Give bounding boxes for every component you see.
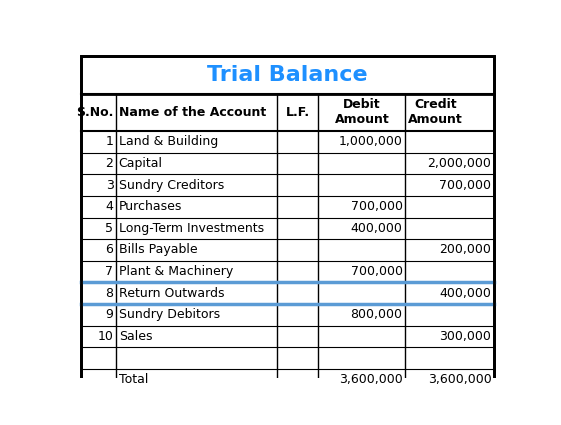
Text: Sales: Sales: [119, 330, 152, 343]
Text: 3: 3: [105, 178, 113, 192]
Text: 9: 9: [105, 308, 113, 321]
Text: Long-Term Investments: Long-Term Investments: [119, 222, 264, 235]
Text: 700,000: 700,000: [439, 178, 491, 192]
Text: 6: 6: [105, 244, 113, 256]
Text: 10: 10: [98, 330, 113, 343]
Text: Plant & Machinery: Plant & Machinery: [119, 265, 233, 278]
Text: 1: 1: [105, 136, 113, 148]
Text: Name of the Account: Name of the Account: [119, 106, 266, 119]
Text: 800,000: 800,000: [351, 308, 403, 321]
Text: 2,000,000: 2,000,000: [427, 157, 491, 170]
Text: 300,000: 300,000: [440, 330, 491, 343]
Text: 7: 7: [105, 265, 113, 278]
Text: Return Outwards: Return Outwards: [119, 287, 224, 300]
Text: 2: 2: [105, 157, 113, 170]
Text: 1,000,000: 1,000,000: [339, 136, 403, 148]
Text: 400,000: 400,000: [440, 287, 491, 300]
Text: L.F.: L.F.: [286, 106, 310, 119]
Text: S.No.: S.No.: [76, 106, 113, 119]
Text: 5: 5: [105, 222, 113, 235]
Text: 700,000: 700,000: [351, 200, 403, 213]
Text: Sundry Debitors: Sundry Debitors: [119, 308, 220, 321]
Text: Debit
Amount: Debit Amount: [334, 98, 389, 126]
Text: 4: 4: [105, 200, 113, 213]
Text: Bills Payable: Bills Payable: [119, 244, 197, 256]
Text: 8: 8: [105, 287, 113, 300]
Text: Sundry Creditors: Sundry Creditors: [119, 178, 224, 192]
Text: 700,000: 700,000: [351, 265, 403, 278]
Text: 3,600,000: 3,600,000: [427, 373, 491, 386]
Text: Capital: Capital: [119, 157, 163, 170]
Text: Trial Balance: Trial Balance: [207, 65, 368, 85]
Text: Land & Building: Land & Building: [119, 136, 218, 148]
Text: 400,000: 400,000: [351, 222, 403, 235]
Text: 200,000: 200,000: [440, 244, 491, 256]
Text: 3,600,000: 3,600,000: [339, 373, 403, 386]
Text: Purchases: Purchases: [119, 200, 182, 213]
Text: Total: Total: [119, 373, 148, 386]
Text: Credit
Amount: Credit Amount: [408, 98, 463, 126]
